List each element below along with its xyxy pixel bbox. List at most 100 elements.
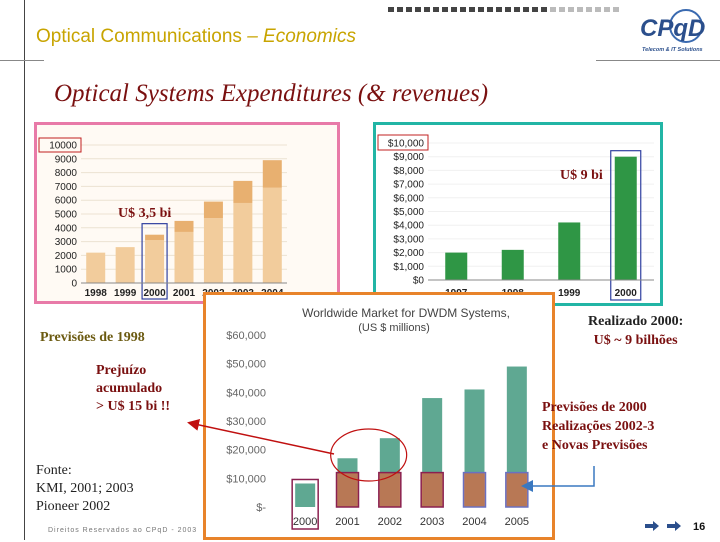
realizado-line1: Realizado 2000: [588,314,684,329]
chart2-y-tick: $7,000 [393,180,424,191]
chart1-x-tick: 1998 [85,288,108,299]
chart1-x-tick: 2001 [173,288,196,299]
nav-arrows [645,521,681,531]
logo-mark: CPqD Telecom & IT Solutions [640,9,705,53]
chart3-x-tick: 2005 [505,516,529,528]
chart2-y-tick: $2,000 [393,248,424,259]
chart3-highlight-2000 [291,478,319,530]
chart1-bar-short-distance [145,234,165,241]
chart1-y-tick: 9000 [55,154,78,165]
chart3-y-tick: $40,000 [226,387,266,399]
previsoes-line2: Realizações 2002-3 [542,419,655,434]
chart1-y-tick: 7000 [55,182,78,193]
chart1-y-tick: 3000 [55,237,78,248]
forecast-1998-chart-frame: 0 1000 2000 3000 4000 5000 6000 7000 8000 9000 100… [34,122,340,317]
chart1-y-tick: 10000 [49,141,77,152]
chart3-y-tick: $50,000 [226,359,266,371]
chart2-bar [445,252,468,280]
chart3-y-tick: $30,000 [226,416,266,428]
chart1-bar-long-distance [86,252,106,283]
slide-subtitle: Optical Systems Expenditures (& revenues… [54,80,489,107]
loss-arrow [187,419,335,455]
decor-dot [487,7,493,12]
decor-dot [586,7,592,12]
prejuizo-line1: Prejuízo [96,363,147,378]
realizado-label: Realizado 2000: U$ ~ 9 bilhões [588,312,683,350]
chart1-y-tick: 5000 [55,210,78,221]
us-9-bi-label: U$ 9 bi [560,168,603,183]
forecast-1998-label: Previsões de 1998 [40,330,145,345]
chart1-bar-long-distance [262,187,282,283]
decor-dot [460,7,466,12]
dwdm-chart: Worldwide Market for DWDM Systems, (US $ … [226,306,529,530]
source-line1: Fonte: [36,463,72,478]
chart1-bar-short-distance [174,220,194,232]
chart3-x-tick: 2002 [378,516,402,528]
chart3-x-tick: 2001 [335,516,359,528]
chart2-bar [501,249,524,280]
chart2-y-tick: $6,000 [393,193,424,204]
decorative-dots [388,7,619,12]
decor-dot [532,7,538,12]
chart2-y-tick: $0 [413,276,425,287]
decor-dot [442,7,448,12]
chart1-y-tick: 1000 [55,265,78,276]
chart2-max-tick-box [377,134,429,151]
prejuizo-line2: acumulado [96,381,163,396]
chart1-y-tick: 0 [71,279,77,290]
previsoes-label: Previsões de 2000 Realizações 2002-3 e N… [542,398,654,455]
chart3-y-tick: $10,000 [226,473,266,485]
chart1-highlight-box [141,223,168,300]
decor-dot [478,7,484,12]
decor-dot [595,7,601,12]
title-main: Optical Communications [36,26,248,47]
decor-dot [613,7,619,12]
decor-dot [469,7,475,12]
left-border-line [24,0,25,540]
chart2-bar [614,156,637,280]
chart3-y-tick: $20,000 [226,445,266,457]
prejuizo-line3: > U$ 15 bi !! [96,399,171,414]
chart3-x-tick: 2000 [293,516,317,528]
source-line3: Pioneer 2002 [36,499,111,514]
chart1-x-tick: 2000 [143,288,166,299]
decor-dot [496,7,502,12]
chart2-y-tick: $4,000 [393,221,424,232]
next-arrow-icon [645,521,659,531]
chart3-bar-actual [335,471,360,508]
chart3-title: Worldwide Market for DWDM Systems, [302,306,510,320]
chart3-bar-actual [462,471,487,508]
realizado-line2: U$ ~ 9 bilhões [593,333,678,348]
chart2-x-tick: 2000 [615,288,638,299]
header-divider-right [596,60,720,61]
decor-dot [388,7,394,12]
us-35-bi-label: U$ 3,5 bi [118,206,172,221]
realized-chart-frame: $0 $1,000 $2,000 $3,000 $4,000 $5,000 $6,000 $7… [373,122,663,306]
chart1-y-tick: 2000 [55,251,78,262]
chart1-bar-short-distance [262,160,282,188]
chart3-loss-ellipse [330,428,408,482]
decor-dot [541,7,547,12]
decor-dot [424,7,430,12]
page-number: 16 [693,521,706,533]
chart2-y-tick: $8,000 [393,166,424,177]
chart1-bar-short-distance [203,201,223,219]
chart3-x-tick: 2003 [420,516,444,528]
decor-dot [406,7,412,12]
chart3-bar-forecast [295,483,316,507]
next-arrow-icon [667,521,681,531]
decor-dot [523,7,529,12]
chart2-y-tick: $3,000 [393,234,424,245]
chart2-y-tick: $1,000 [393,262,424,273]
chart2-y-tick: $10,000 [388,139,425,150]
previsoes-line3: e Novas Previsões [542,438,648,453]
cpqd-logo: CPqD Telecom & IT Solutions [636,8,712,54]
decor-dot [568,7,574,12]
decor-dot [451,7,457,12]
decor-dot [550,7,556,12]
chart2-x-tick: 1999 [558,288,581,299]
chart1-bar-long-distance [203,218,223,283]
copyright-footer: Direitos Reservados ao CPqD - 2003 [48,527,198,534]
decor-dot [433,7,439,12]
